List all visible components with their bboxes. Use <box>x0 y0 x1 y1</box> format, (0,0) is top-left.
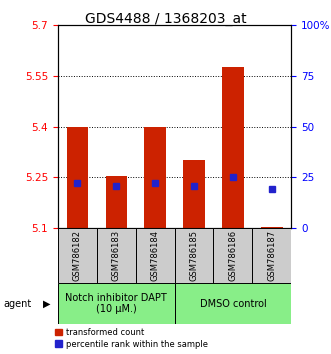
Bar <box>97 228 136 283</box>
Bar <box>175 228 213 283</box>
Text: GSM786183: GSM786183 <box>112 230 121 281</box>
Bar <box>222 67 244 228</box>
Bar <box>213 228 252 283</box>
Text: Notch inhibitor DAPT
(10 μM.): Notch inhibitor DAPT (10 μM.) <box>66 293 167 314</box>
Text: GSM786185: GSM786185 <box>190 230 199 281</box>
Text: GDS4488 / 1368203_at: GDS4488 / 1368203_at <box>85 12 246 27</box>
Bar <box>175 283 291 324</box>
Bar <box>106 176 127 228</box>
Legend: transformed count, percentile rank within the sample: transformed count, percentile rank withi… <box>56 328 208 349</box>
Bar <box>67 126 88 228</box>
Text: agent: agent <box>3 298 31 309</box>
Bar <box>261 227 283 228</box>
Text: GSM786186: GSM786186 <box>228 230 237 281</box>
Bar <box>58 283 175 324</box>
Text: DMSO control: DMSO control <box>200 298 266 309</box>
Text: GSM786187: GSM786187 <box>267 230 276 281</box>
Text: GSM786184: GSM786184 <box>151 230 160 281</box>
Bar <box>144 126 166 228</box>
Bar <box>58 228 97 283</box>
Bar <box>183 160 205 228</box>
Bar <box>136 228 175 283</box>
Bar <box>252 228 291 283</box>
Text: ▶: ▶ <box>43 298 51 309</box>
Text: GSM786182: GSM786182 <box>73 230 82 281</box>
